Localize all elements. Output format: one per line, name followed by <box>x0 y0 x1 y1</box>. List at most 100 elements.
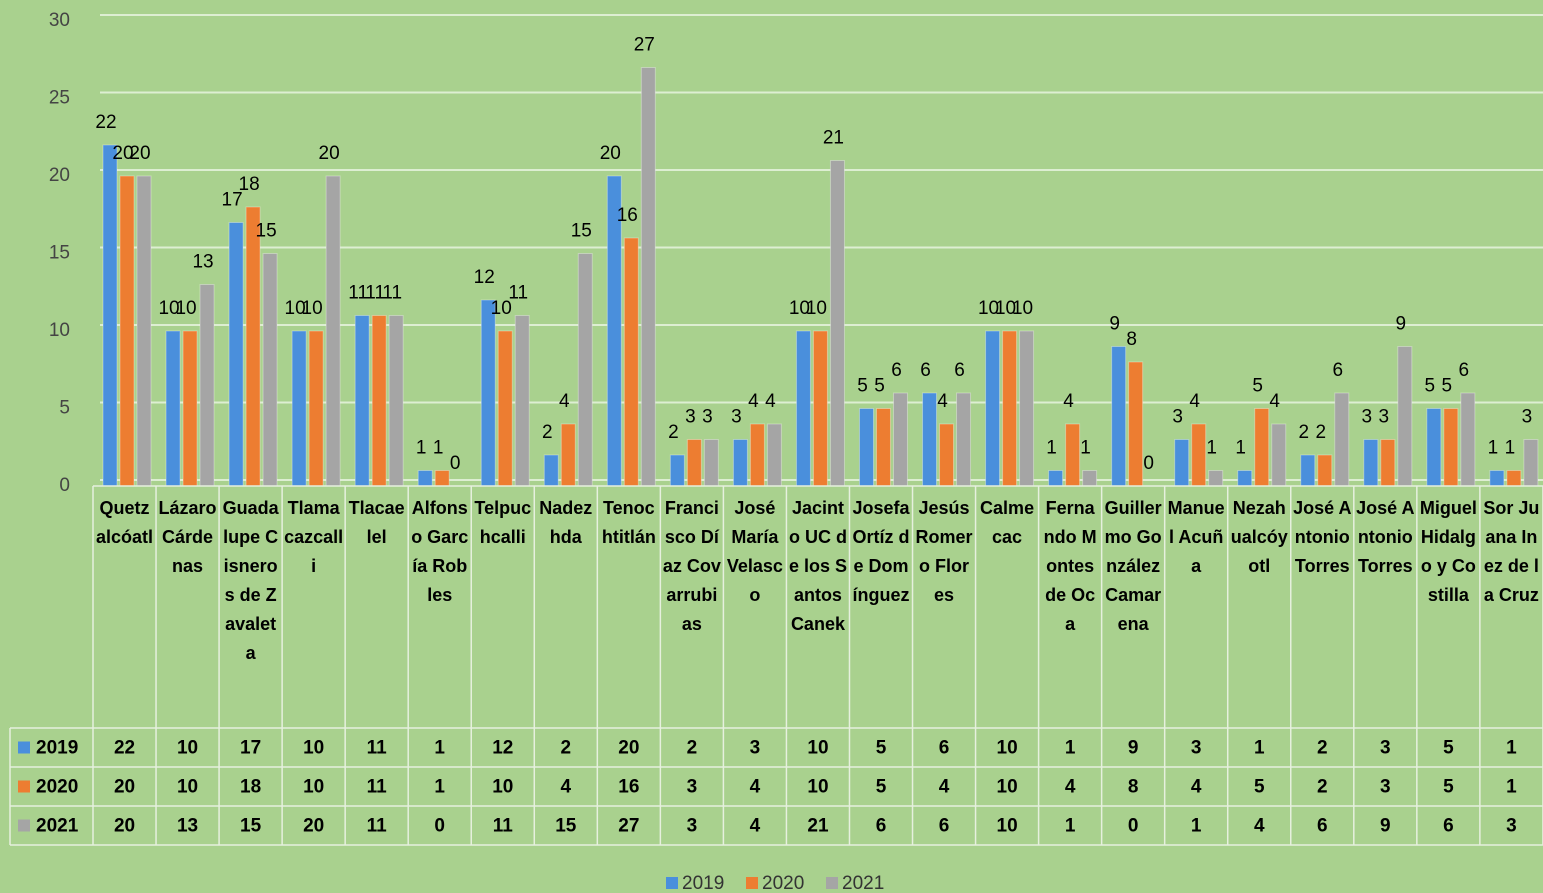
data-label: 4 <box>748 391 759 412</box>
bar <box>165 330 181 487</box>
category-label: Quetzalcóatl <box>96 498 153 547</box>
data-label: 20 <box>129 143 150 164</box>
category-label: José María Velasco <box>727 498 783 605</box>
category-label: Tenochtitlán <box>601 498 656 547</box>
category-label: Nezahualcóyotl <box>1231 498 1288 576</box>
data-label: 12 <box>474 267 495 288</box>
bar <box>939 423 955 487</box>
category-text: Lázaro Cárdenas <box>158 498 217 576</box>
bar <box>1443 408 1459 487</box>
data-label: 10 <box>491 298 512 319</box>
data-label: 2 <box>668 422 679 443</box>
table-cell: 1 <box>1506 738 1517 759</box>
data-label: 5 <box>1442 376 1453 397</box>
data-label: 4 <box>1063 391 1074 412</box>
data-label: 3 <box>1379 407 1390 428</box>
table-cell: 1 <box>1065 816 1076 837</box>
data-label: 3 <box>702 407 713 428</box>
data-label: 6 <box>1459 360 1470 381</box>
table-cell: 9 <box>1128 738 1139 759</box>
table-cell: 18 <box>240 777 261 798</box>
table-cell: 10 <box>303 738 324 759</box>
category-text: Sor Juana Inez de la Cruz <box>1483 498 1540 605</box>
data-label: 1 <box>433 438 444 459</box>
y-tick-label: 10 <box>49 320 70 341</box>
data-label: 11 <box>508 283 528 304</box>
row-label: 2020 <box>36 777 78 798</box>
data-label: 6 <box>920 360 931 381</box>
bar <box>1019 330 1035 487</box>
table-cell: 27 <box>618 816 639 837</box>
table-cell: 10 <box>807 777 828 798</box>
bar <box>497 330 513 487</box>
bar <box>1208 470 1224 487</box>
table-cell: 10 <box>997 777 1018 798</box>
table-cell: 1 <box>1191 816 1202 837</box>
table-cell: 21 <box>807 816 829 837</box>
data-label: 11 <box>348 283 368 304</box>
table-cell: 1 <box>1506 777 1517 798</box>
bar <box>543 454 559 487</box>
table-cell: 3 <box>1380 738 1391 759</box>
category-label: Guadalupe Cisneros de Zavaleta <box>223 498 279 663</box>
bar <box>956 392 972 487</box>
category-text: José Antonio Torres <box>1356 498 1415 576</box>
data-label: 20 <box>112 143 133 164</box>
legend-label: 2021 <box>842 873 884 893</box>
data-label: 10 <box>978 298 999 319</box>
data-label: 10 <box>302 298 323 319</box>
data-label: 2 <box>1315 422 1326 443</box>
bar <box>1048 470 1064 487</box>
bar <box>1271 423 1287 487</box>
data-label: 11 <box>382 283 402 304</box>
data-label: 3 <box>731 407 742 428</box>
table-cell: 4 <box>1065 777 1076 798</box>
bar <box>136 175 152 487</box>
category-text: Josefa Ortíz de Domínguez <box>852 498 910 605</box>
bar <box>1111 346 1127 487</box>
table-cell: 10 <box>177 777 198 798</box>
table-cell: 5 <box>876 738 887 759</box>
bar <box>354 315 370 487</box>
table-cell: 4 <box>750 777 761 798</box>
bar <box>434 470 450 487</box>
bar <box>1300 454 1316 487</box>
data-label: 10 <box>789 298 810 319</box>
bar <box>1334 392 1350 487</box>
bar <box>985 330 1001 487</box>
bar <box>1128 361 1144 487</box>
table-cell: 6 <box>939 816 950 837</box>
bar <box>892 392 908 487</box>
bar <box>1397 346 1413 487</box>
bar <box>417 470 433 487</box>
bar <box>325 175 341 487</box>
table-cell: 4 <box>1191 777 1202 798</box>
category-label: Fernando Montes de Oca <box>1044 498 1097 634</box>
category-label: Manuel Acuña <box>1168 498 1225 576</box>
bar <box>262 253 278 487</box>
category-label: Jacinto UC de los Santos Canek <box>789 498 847 634</box>
legend-key <box>18 780 30 793</box>
table-cell: 16 <box>618 777 639 798</box>
category-label: Jesús Romero Flores <box>916 498 973 605</box>
data-label: 3 <box>685 407 696 428</box>
data-label: 1 <box>1206 438 1217 459</box>
data-label: 5 <box>857 376 868 397</box>
category-text: Telpuchcalli <box>474 498 532 547</box>
table-cell: 4 <box>750 816 761 837</box>
bar <box>858 408 874 487</box>
category-text: Alfonso García Robles <box>411 498 469 605</box>
table-cell: 11 <box>367 738 388 759</box>
data-label: 1 <box>416 438 427 459</box>
table-cell: 15 <box>240 816 262 837</box>
bar <box>1237 470 1253 487</box>
row-label: 2021 <box>36 816 79 837</box>
category-label: José Antonio Torres <box>1356 498 1415 576</box>
legend-key <box>18 741 30 754</box>
data-label: 13 <box>192 252 213 273</box>
category-text: Calmecac <box>980 498 1035 547</box>
bar <box>1380 439 1396 487</box>
bar <box>922 392 938 487</box>
category-text: Tenochtitlán <box>601 498 656 547</box>
